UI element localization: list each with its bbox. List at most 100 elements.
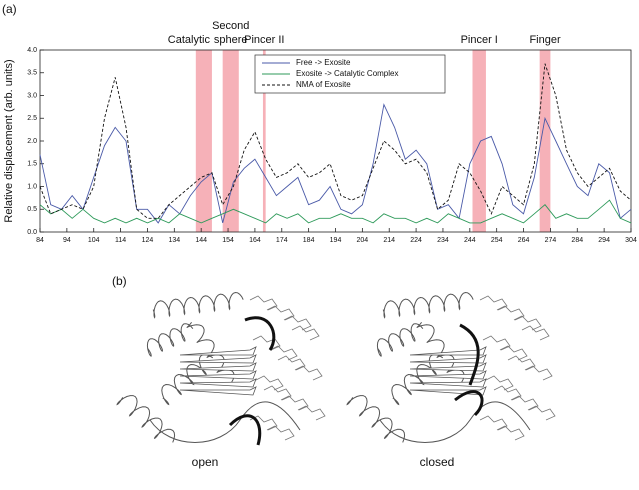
x-tick-label: 214 [383,237,395,244]
highlight-region [539,50,551,232]
x-tick-label: 244 [464,237,476,244]
dna-strand [482,335,511,351]
dna-strand [266,305,295,321]
x-tick-label: 114 [115,237,126,244]
y-tick-label: 0.5 [27,206,37,213]
sheet [179,346,257,356]
y-tick-label: 4.0 [27,47,37,54]
x-tick-label: 134 [168,237,180,244]
panel-label: (a) [2,2,17,16]
dna-strand [479,295,508,311]
data-line [39,103,632,224]
highlight-region [195,50,212,232]
y-tick-label: 1.5 [27,161,37,168]
dna-strand [479,415,508,431]
structure-caption: open [192,455,219,469]
x-tick-label: 264 [518,237,530,244]
dna-strand [513,315,542,331]
x-tick-label: 274 [545,237,557,244]
x-tick-label: 124 [142,237,154,244]
highlight-region [222,50,239,232]
sheet [179,354,257,364]
helix [416,321,465,383]
x-tick-label: 94 [63,237,71,244]
dna-strand [496,305,525,321]
y-axis-label: Relative displacement (arb. units) [3,59,15,222]
dna-strand [252,335,281,351]
dna-strand [280,395,309,411]
x-tick-label: 174 [276,237,288,244]
sheet [409,370,487,380]
sheet [409,378,487,388]
sheet [409,346,487,356]
sheet [179,386,257,396]
y-tick-label: 3.0 [27,92,37,99]
x-tick-label: 304 [625,237,637,244]
helix [146,323,194,357]
helix [376,323,424,357]
legend-label: Exosite -> Catalytic Complex [296,69,398,78]
panel-label: (b) [112,274,127,288]
highlight-loop [228,414,262,446]
highlight-loop [244,316,276,351]
data-line [39,199,632,224]
dna-strand [527,405,556,421]
dna-strand [297,405,326,421]
dna-strand [294,365,323,381]
highlight-loop [459,323,480,386]
dna-strand [496,425,525,441]
x-tick-label: 184 [303,237,315,244]
data-line [39,63,632,219]
dna-strand [524,365,553,381]
x-tick-label: 294 [598,237,610,244]
x-tick-label: 234 [437,237,449,244]
highlight-loop [454,390,484,417]
helix [186,321,235,383]
helix [391,353,444,406]
dna-strand [291,325,320,341]
dna-strand [269,345,298,361]
region-label: Catalytic [168,34,211,46]
dna-strand [510,395,539,411]
x-tick-label: 204 [357,237,369,244]
helix [346,395,406,443]
region-label: Finger [529,34,561,46]
loop [149,401,301,443]
dna-strand [499,345,528,361]
x-tick-label: 104 [88,237,100,244]
helix [116,395,176,443]
dna-strand [266,425,295,441]
legend-label: NMA of Exosite [296,80,351,89]
region-label: Pincer II [244,34,284,46]
sheet [179,378,257,388]
loop [379,401,531,443]
x-tick-label: 224 [410,237,422,244]
y-tick-label: 2.0 [27,138,37,145]
highlight-region [472,50,486,232]
x-tick-label: 84 [36,237,44,244]
sheet [409,354,487,364]
dna-strand [521,325,550,341]
region-label: Second [212,20,249,32]
region-label: sphere [214,34,248,46]
highlight-region [262,50,266,232]
region-label: Pincer I [461,34,498,46]
x-tick-label: 194 [330,237,342,244]
helix [161,353,214,406]
structure-caption: closed [420,455,455,469]
legend-label: Free -> Exosite [296,58,351,67]
helix [152,291,244,319]
sheet [179,370,257,380]
y-tick-label: 1.0 [27,183,37,190]
dna-strand [485,375,514,391]
legend: Free -> Exosite Exosite -> Catalytic Comp… [254,54,446,94]
helix [382,291,474,319]
x-tick-label: 254 [491,237,503,244]
dna-strand [283,315,312,331]
x-tick-label: 284 [571,237,583,244]
dna-strand [249,295,278,311]
x-tick-label: 144 [195,237,207,244]
x-tick-label: 164 [249,237,261,244]
